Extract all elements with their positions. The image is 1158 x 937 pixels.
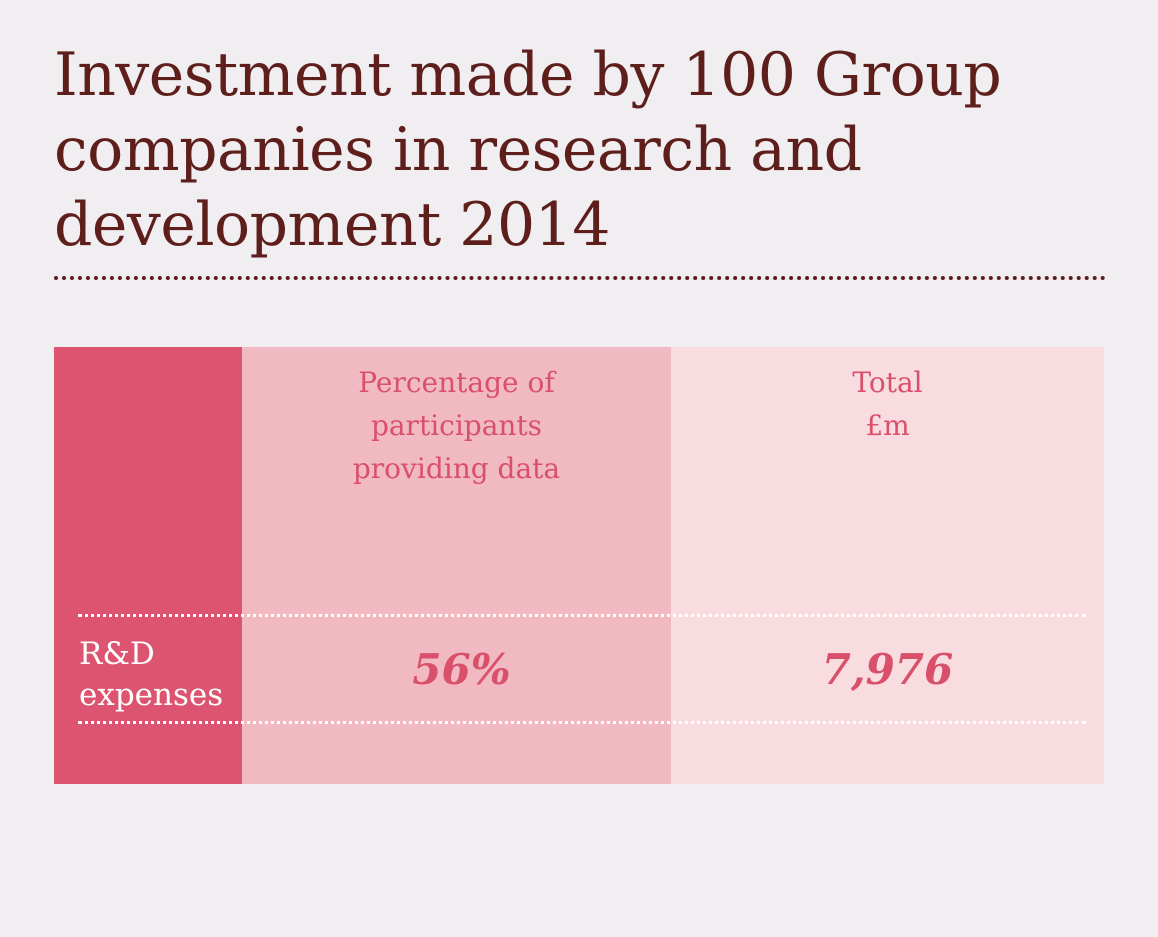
- percentage-column-band: Percentage of participants providing dat…: [242, 347, 671, 784]
- total-column-header: Total £m: [671, 361, 1104, 447]
- row-label-line: R&D: [79, 636, 155, 672]
- total-value: 7,976: [821, 645, 954, 694]
- label-column-band: [54, 347, 242, 784]
- percentage-column-header: Percentage of participants providing dat…: [242, 361, 671, 490]
- row-label-line: expenses: [79, 677, 224, 713]
- percentage-header-line: participants: [370, 409, 543, 442]
- total-header-line: £m: [865, 409, 910, 442]
- chart-title: Investment made by 100 Group companies i…: [54, 40, 1002, 260]
- row-bottom-dotted-divider: [78, 721, 1086, 724]
- percentage-value: 56%: [412, 645, 511, 694]
- title-dotted-divider: [54, 276, 1106, 280]
- total-column-band: Total £m: [671, 347, 1104, 784]
- percentage-header-line: providing data: [352, 452, 561, 485]
- row-top-dotted-divider: [78, 614, 1086, 617]
- total-header-line: Total: [852, 366, 923, 399]
- row-label-rd-expenses: R&D expenses: [79, 634, 223, 716]
- percentage-header-line: Percentage of: [358, 366, 555, 399]
